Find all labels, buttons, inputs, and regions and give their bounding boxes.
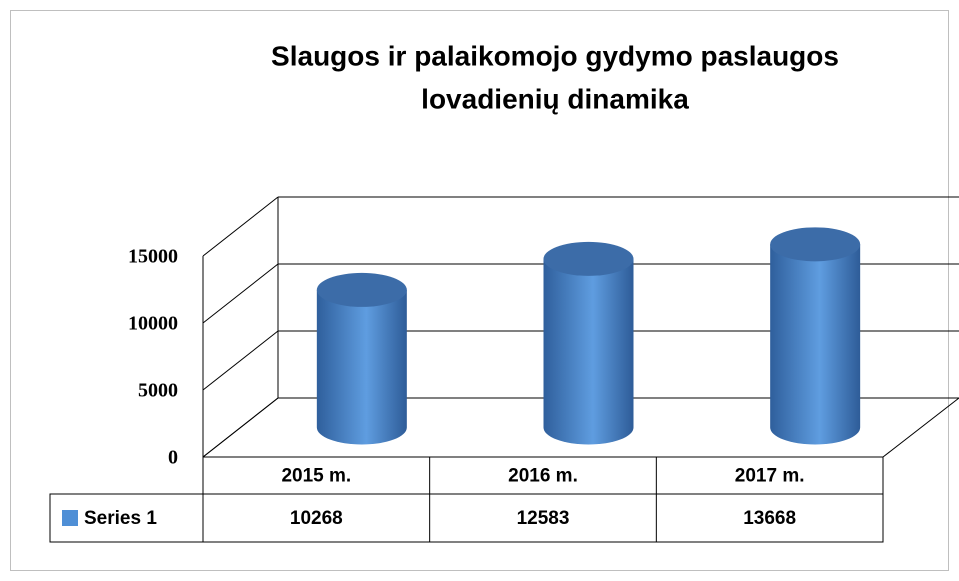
cylinder [543,258,634,445]
grid-line [202,330,279,391]
cylinder [316,289,407,445]
cylinder [770,244,861,445]
x-tick-label: 2016 m. [508,466,578,487]
grid-line [202,263,279,324]
legend-label: Series 1 [84,508,157,529]
x-tick-label: 2015 m. [281,466,351,487]
y-tick-label: 15000 [128,246,178,268]
cylinder-top [316,272,407,307]
grid-line [202,397,279,458]
grid-line [202,196,279,257]
legend-swatch [62,510,78,526]
table-value: 13668 [743,508,796,529]
x-tick-label: 2017 m. [735,466,805,487]
chart-title: Slaugos ir palaikomojo gydymo paslaugos [271,40,839,71]
y-tick-label: 5000 [138,380,178,402]
y-tick-label: 0 [168,447,178,469]
chart-title: lovadienių dinamika [421,83,689,114]
table-value: 12583 [517,508,570,529]
data-table-row [49,493,884,543]
cylinder-top [543,241,634,276]
y-tick-label: 10000 [128,313,178,335]
floor-edge [882,397,959,458]
table-value: 10268 [290,508,343,529]
cylinder-top [770,227,861,262]
